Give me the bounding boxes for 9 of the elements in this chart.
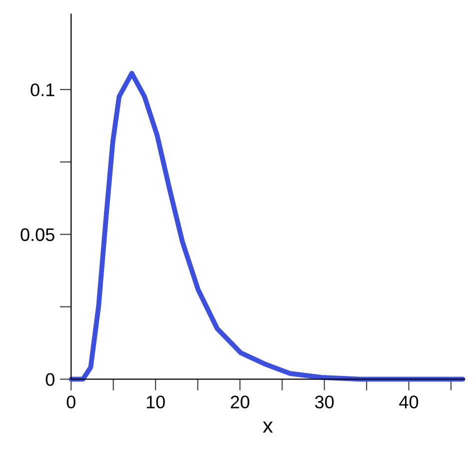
x-tick-label: 30 <box>315 396 334 408</box>
y-tick-label: 0.1 <box>30 83 54 96</box>
x-axis-title: x <box>262 422 273 433</box>
y-tick-label: 0.05 <box>20 228 54 242</box>
x-tick-label: 10 <box>146 396 165 408</box>
x-tick-label: 40 <box>399 396 418 408</box>
y-tick-label: 0 <box>46 373 54 386</box>
x-tick-label: 20 <box>230 396 250 408</box>
x-tick-label: 0 <box>66 396 76 408</box>
